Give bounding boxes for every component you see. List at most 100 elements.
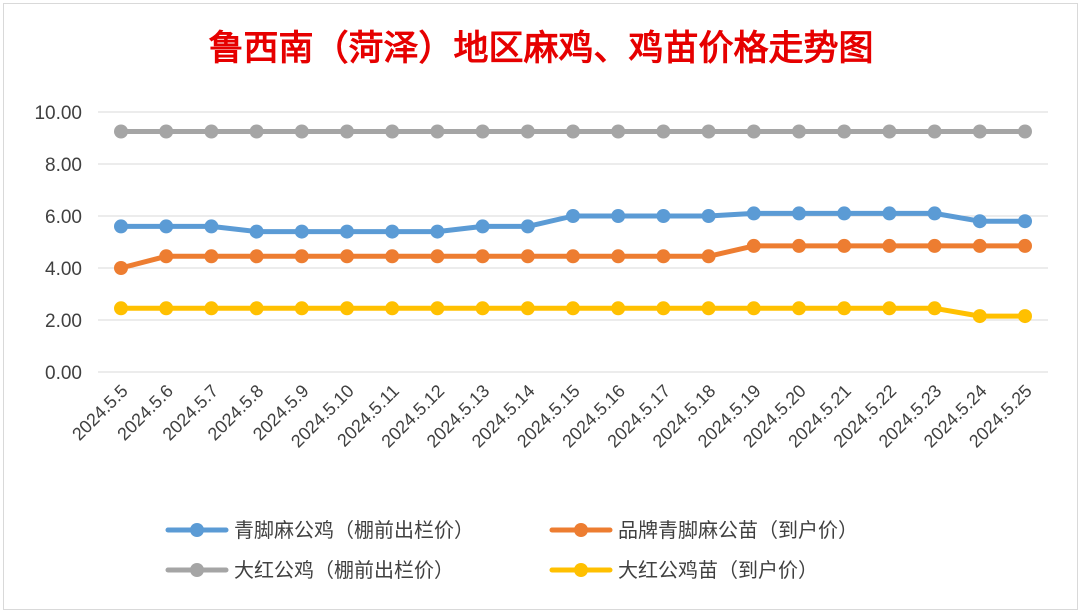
data-point bbox=[746, 206, 761, 221]
legend-marker bbox=[190, 523, 204, 537]
data-point bbox=[1018, 124, 1032, 139]
data-point bbox=[294, 249, 309, 264]
legend-item: 大红公鸡苗（到户价） bbox=[549, 558, 818, 582]
data-point bbox=[792, 238, 806, 253]
y-axis-ticks: 0.00 2.00 4.00 6.00 8.00 10.00 bbox=[34, 103, 82, 384]
data-point bbox=[430, 224, 445, 239]
data-point bbox=[520, 301, 535, 316]
data-point bbox=[159, 249, 174, 264]
data-point bbox=[159, 219, 174, 234]
legend-label: 大红公鸡苗（到户价） bbox=[618, 558, 818, 582]
data-point bbox=[204, 219, 219, 234]
x-axis-ticks: 2024.5.52024.5.62024.5.72024.5.82024.5.9… bbox=[68, 381, 1036, 452]
data-point bbox=[249, 224, 264, 239]
data-point bbox=[566, 249, 580, 264]
data-point bbox=[656, 301, 671, 316]
data-point bbox=[792, 301, 806, 316]
data-point bbox=[385, 124, 400, 139]
data-point bbox=[475, 301, 490, 316]
data-point bbox=[475, 219, 490, 234]
data-point bbox=[520, 219, 535, 234]
data-point bbox=[882, 238, 897, 253]
data-point bbox=[611, 124, 626, 139]
data-point bbox=[114, 219, 128, 234]
data-point bbox=[656, 209, 671, 223]
data-point bbox=[882, 124, 897, 139]
data-point bbox=[340, 249, 354, 264]
data-point bbox=[520, 249, 535, 264]
data-point bbox=[340, 301, 354, 316]
y-tick-label: 4.00 bbox=[45, 259, 82, 280]
data-point bbox=[611, 301, 626, 316]
data-point bbox=[972, 309, 987, 324]
data-point bbox=[701, 124, 716, 139]
data-point bbox=[114, 124, 128, 139]
data-point bbox=[837, 206, 852, 221]
data-point bbox=[520, 124, 535, 139]
data-point bbox=[566, 124, 580, 139]
data-point bbox=[972, 238, 987, 253]
data-point bbox=[430, 124, 445, 139]
data-point bbox=[430, 301, 445, 316]
data-point bbox=[204, 301, 219, 316]
data-point bbox=[114, 261, 128, 275]
data-point bbox=[837, 301, 852, 316]
legend-marker bbox=[190, 563, 204, 577]
data-point bbox=[294, 224, 309, 239]
data-point bbox=[566, 209, 580, 223]
data-point bbox=[385, 301, 400, 316]
data-point bbox=[882, 206, 897, 221]
y-tick-label: 8.00 bbox=[45, 155, 82, 176]
series-0 bbox=[114, 206, 1032, 239]
data-point bbox=[611, 249, 626, 264]
data-point bbox=[746, 301, 761, 316]
data-point bbox=[746, 124, 761, 139]
data-point bbox=[249, 249, 264, 264]
data-point bbox=[701, 209, 716, 223]
grid-lines bbox=[98, 111, 1048, 373]
data-point bbox=[1018, 238, 1032, 253]
data-point bbox=[294, 124, 309, 139]
data-point bbox=[249, 301, 264, 316]
legend-marker bbox=[574, 523, 588, 537]
data-point bbox=[792, 206, 806, 221]
legend-item: 大红公鸡（棚前出栏价） bbox=[165, 558, 454, 582]
y-tick-label: 6.00 bbox=[45, 207, 82, 228]
data-point bbox=[656, 249, 671, 264]
data-point bbox=[475, 249, 490, 264]
data-point bbox=[1018, 214, 1032, 229]
data-point bbox=[972, 214, 987, 229]
data-point bbox=[204, 124, 219, 139]
data-point bbox=[159, 124, 174, 139]
series-layer bbox=[114, 124, 1032, 324]
legend-item: 品牌青脚麻公苗（到户价） bbox=[549, 518, 858, 542]
data-point bbox=[340, 224, 354, 239]
legend-item: 青脚麻公鸡（棚前出栏价） bbox=[165, 518, 474, 542]
data-point bbox=[611, 209, 626, 223]
data-point bbox=[837, 238, 852, 253]
data-point bbox=[475, 124, 490, 139]
data-point bbox=[249, 124, 264, 139]
y-tick-label: 0.00 bbox=[45, 363, 82, 384]
data-point bbox=[972, 124, 987, 139]
data-point bbox=[927, 301, 942, 316]
data-point bbox=[340, 124, 354, 139]
legend-label: 青脚麻公鸡（棚前出栏价） bbox=[234, 518, 474, 542]
data-point bbox=[385, 224, 400, 239]
data-point bbox=[792, 124, 806, 139]
data-point bbox=[927, 238, 942, 253]
data-point bbox=[566, 301, 580, 316]
data-point bbox=[701, 301, 716, 316]
legend-label: 品牌青脚麻公苗（到户价） bbox=[618, 518, 858, 542]
data-point bbox=[114, 301, 128, 316]
data-point bbox=[385, 249, 400, 264]
legend: 青脚麻公鸡（棚前出栏价） 品牌青脚麻公苗（到户价） 大红公鸡（棚前出栏价） 大红公鸡苗… bbox=[165, 518, 858, 582]
data-point bbox=[1018, 309, 1032, 324]
data-point bbox=[294, 301, 309, 316]
data-point bbox=[882, 301, 897, 316]
data-point bbox=[746, 238, 761, 253]
data-point bbox=[837, 124, 852, 139]
data-point bbox=[927, 124, 942, 139]
y-tick-label: 2.00 bbox=[45, 311, 82, 332]
